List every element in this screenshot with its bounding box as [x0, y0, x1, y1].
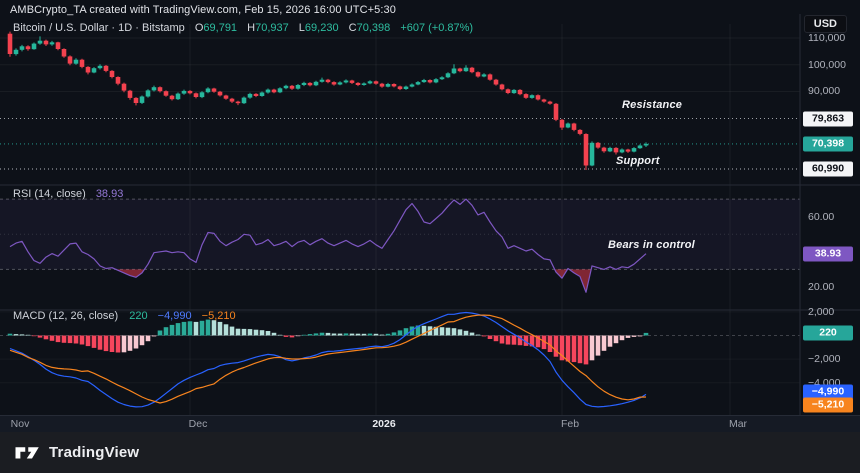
close-value: 70,398 — [356, 22, 391, 34]
price-tick-label: 90,000 — [808, 85, 841, 98]
macd-value-badge: −5,210 — [803, 397, 853, 413]
bears-annotation: Bears in control — [608, 239, 695, 251]
footer-bar: TradingView — [0, 432, 860, 473]
rsi-tick-label: 60.00 — [808, 210, 835, 223]
rsi-value-badge: 38.93 — [803, 246, 853, 262]
macd-tick-label: 2,000 — [808, 305, 835, 318]
macd-signal-value: −5,210 — [201, 310, 236, 322]
main-chart-legend[interactable]: Bitcoin / U.S. Dollar · 1D · Bitstamp O6… — [13, 22, 473, 34]
tradingview-logo-icon[interactable] — [14, 444, 41, 461]
rsi-indicator-name: RSI (14, close) — [13, 188, 86, 200]
high-label: H — [247, 22, 256, 34]
low-value: 69,230 — [304, 22, 339, 34]
close-label: C — [348, 22, 357, 34]
price-tick-label: 100,000 — [808, 58, 846, 71]
open-value: 69,791 — [203, 22, 238, 34]
resistance-annotation: Resistance — [622, 99, 683, 111]
macd-value-badge: 220 — [803, 325, 853, 341]
symbol-title: Bitcoin / U.S. Dollar · 1D · Bitstamp — [13, 22, 185, 34]
time-tick-label: Dec — [188, 418, 208, 430]
macd-line-value: −4,990 — [157, 310, 192, 322]
currency-toggle-button[interactable]: USD — [803, 15, 847, 33]
rsi-tick-label: 20.00 — [808, 281, 835, 293]
price-axis[interactable]: 110,000 100,000 90,000 79,863 70,398 60,990 60… — [800, 0, 860, 415]
time-tick-label: Nov — [10, 418, 30, 430]
time-tick-label: 2026 — [372, 418, 396, 430]
attribution-text: AMBCrypto_TA created with TradingView.co… — [10, 4, 396, 16]
price-badge: 70,398 — [803, 136, 853, 152]
low-label: L — [298, 22, 305, 34]
price-badge: 79,863 — [803, 111, 853, 127]
macd-value-badge: −4,990 — [803, 384, 853, 400]
open-label: O — [194, 22, 204, 34]
time-tick-label: Mar — [728, 418, 748, 430]
macd-hist-value: 220 — [129, 310, 148, 322]
time-tick-label: Feb — [560, 418, 580, 430]
time-axis[interactable]: Nov Dec 2026 Feb Mar — [0, 415, 860, 433]
macd-legend[interactable]: MACD (12, 26, close) 220 −4,990 −5,210 — [13, 310, 236, 322]
high-value: 70,937 — [255, 22, 289, 34]
price-badge: 60,990 — [803, 161, 853, 177]
macd-indicator-name: MACD (12, 26, close) — [13, 310, 119, 322]
support-annotation: Support — [616, 155, 660, 167]
price-tick-label: 110,000 — [808, 32, 846, 44]
tradingview-brand-text[interactable]: TradingView — [49, 444, 140, 461]
rsi-value: 38.93 — [95, 188, 124, 200]
macd-tick-label: −2,000 — [808, 353, 841, 366]
change-value: +607 (+0.87%) — [400, 22, 474, 34]
rsi-legend[interactable]: RSI (14, close) 38.93 — [13, 188, 123, 200]
